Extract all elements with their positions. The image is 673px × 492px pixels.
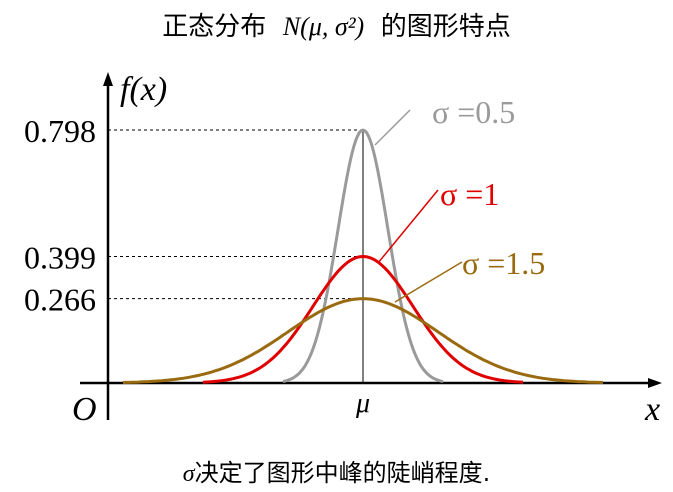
title-suffix: 的图形特点 [380, 12, 511, 42]
guide-lines [108, 129, 364, 383]
origin-label: O [72, 391, 97, 428]
x-axis-arrow [648, 378, 662, 388]
y-tick-label-0: 0.798 [24, 113, 96, 149]
series-label-1: σ =1 [440, 176, 499, 212]
series-label-leader-0 [374, 109, 411, 146]
mean-label: μ [355, 388, 370, 419]
x-axis-label: x [644, 391, 660, 428]
curve-sigma-1-5 [122, 297, 604, 384]
y-tick-label-2: 0.266 [24, 282, 96, 318]
series-label-0: σ =0.5 [432, 94, 515, 130]
series-label-2: σ =1.5 [462, 245, 545, 281]
caption-symbol: σ [182, 461, 195, 487]
y-axis-arrow [103, 72, 113, 86]
series-label-leader-2 [394, 261, 463, 303]
y-axis-label: f(x) [120, 71, 167, 108]
title-notation: N(μ, σ²) [282, 12, 365, 41]
chart-caption: σ决定了图形中峰的陡峭程度. [0, 453, 673, 488]
series-label-leader-1 [377, 189, 439, 264]
curve-sigma-0-5 [282, 128, 444, 383]
curve-sigma-1 [202, 254, 524, 384]
title-prefix: 正态分布 [162, 12, 267, 42]
labels: 0.798 0.399 0.266 σ =0.5 σ =1 σ =1.5 f(x) x O μ [24, 71, 660, 428]
chart-title: 正态分布 N(μ, σ²) 的图形特点 [0, 6, 673, 43]
caption-text: 决定了图形中峰的陡峭程度. [194, 459, 491, 487]
axes [80, 72, 662, 420]
y-tick-label-1: 0.399 [24, 240, 96, 276]
curves [122, 109, 604, 384]
